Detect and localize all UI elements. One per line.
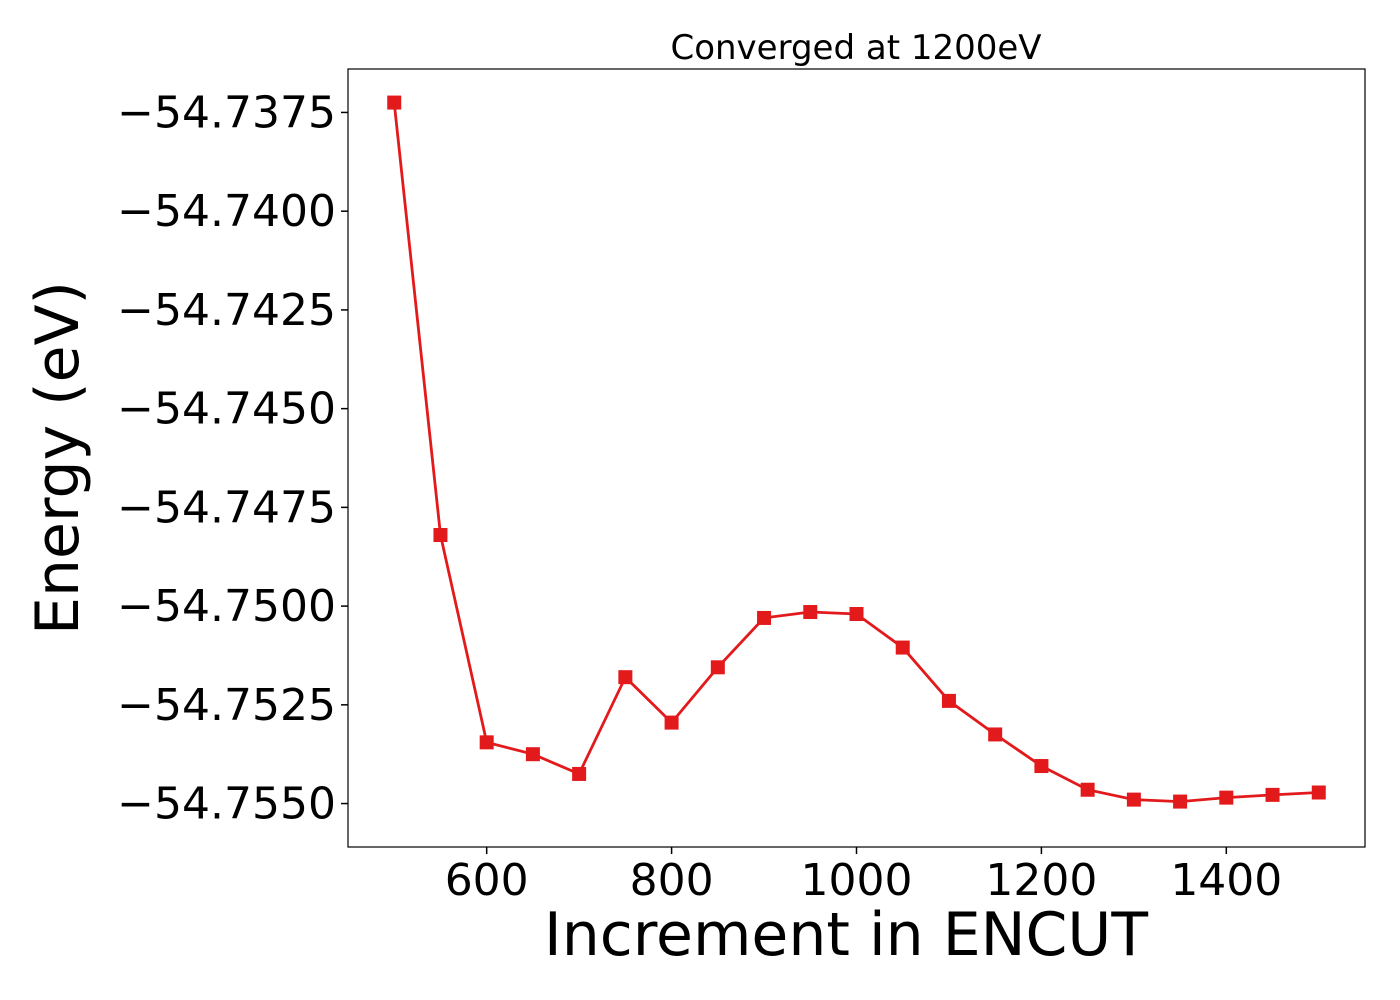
data-point (387, 95, 402, 110)
data-point (1034, 759, 1049, 774)
data-point (803, 605, 818, 620)
y-tick-label: −54.7425 (117, 285, 336, 336)
data-point (1173, 794, 1188, 809)
data-point (895, 640, 910, 655)
data-point (1219, 790, 1234, 805)
data-point (849, 606, 864, 621)
data-point (618, 670, 633, 685)
data-point (1126, 792, 1141, 807)
y-tick-label: −54.7475 (117, 482, 336, 533)
x-tick-label: 1400 (1170, 855, 1282, 906)
x-tick-label: 600 (445, 855, 529, 906)
data-point (710, 660, 725, 675)
data-point (433, 528, 448, 543)
x-tick-label: 1000 (801, 855, 913, 906)
y-axis: −54.7375 −54.7400 −54.7425 −54.7450 −54.7475… (117, 87, 348, 830)
y-tick-label: −54.7450 (117, 384, 336, 435)
y-tick-label: −54.7500 (117, 581, 336, 632)
x-axis-label: Increment in ENCUT (544, 900, 1148, 970)
y-tick-label: −54.7375 (117, 87, 336, 138)
x-tick-label: 1200 (985, 855, 1097, 906)
y-tick-label: −54.7550 (117, 779, 336, 830)
data-point (525, 747, 540, 762)
x-axis: 600 800 1000 1200 1400 (445, 847, 1282, 906)
data-point (941, 693, 956, 708)
y-tick-label: −54.7525 (117, 680, 336, 731)
chart-title: Converged at 1200eV (670, 28, 1041, 68)
plot-area-frame (347, 68, 1366, 848)
data-point (664, 715, 679, 730)
y-tick-label: −54.7400 (117, 186, 336, 237)
data-point (479, 735, 494, 750)
data-point (1265, 787, 1280, 802)
data-point (757, 610, 772, 625)
data-markers (387, 95, 1326, 809)
data-point (1311, 785, 1326, 800)
x-tick-label: 800 (630, 855, 714, 906)
data-point (988, 727, 1003, 742)
data-point (1080, 782, 1095, 797)
y-axis-label: Energy (eV) (23, 281, 93, 635)
series-line (392, 102, 1319, 804)
data-point (572, 766, 587, 781)
